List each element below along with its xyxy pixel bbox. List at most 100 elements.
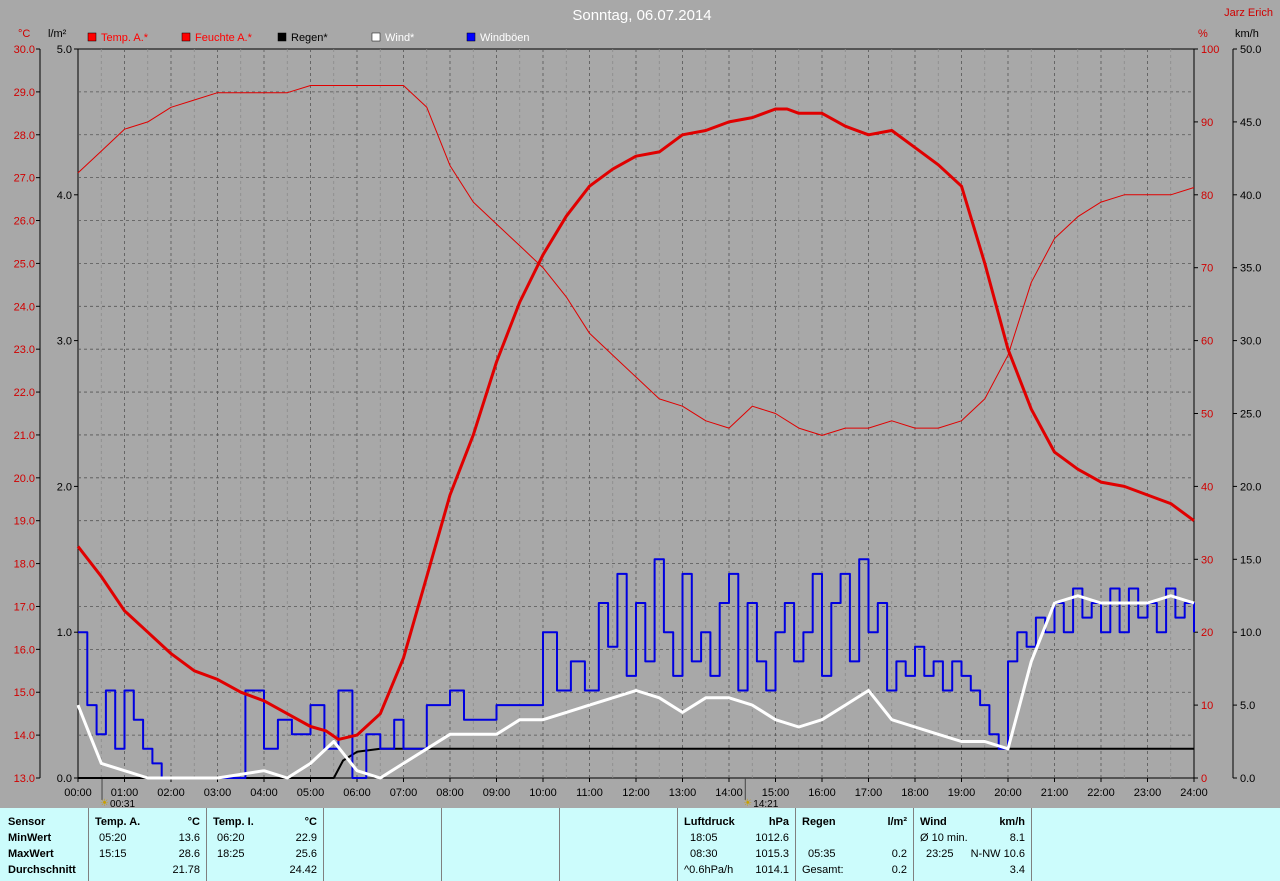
temp-tick-label: 17.0 [14,601,35,613]
legend-swatch-2 [277,32,287,42]
temp-tick-label: 18.0 [14,559,35,571]
wind-avg10-value: 8.1 [1009,832,1025,844]
wind-tick-label: 15.0 [1240,554,1261,566]
sensor-column: Sensor MinWert MaxWert Durchschnitt [0,808,89,881]
temp-unit-label: °C [18,28,30,40]
empty-column-3 [560,808,678,881]
humidity-tick-label: 80 [1201,190,1213,202]
regen-unit: l/m² [887,816,907,828]
legend-swatch-0 [87,32,97,42]
temp-tick-label: 13.0 [14,773,35,785]
wind-tick-label: 45.0 [1240,117,1261,129]
luftdruck-header: Luftdruck [684,816,735,828]
luftdruck-trend: ^0.6hPa/h [684,864,734,876]
temp-a-avg-value: 21.78 [172,864,200,876]
time-tick-label: 03:00 [204,787,232,799]
humidity-tick-label: 100 [1201,44,1219,56]
sunset-label: 14:21 [753,799,778,808]
wind-tick-label: 10.0 [1240,627,1261,639]
wind-tick-label: 35.0 [1240,263,1261,275]
temp-tick-label: 15.0 [14,687,35,699]
chart-series [76,85,1195,780]
time-tick-label: 21:00 [1041,787,1069,799]
temp-tick-label: 22.0 [14,387,35,399]
time-tick-label: 15:00 [762,787,790,799]
regen-header: Regen [802,816,836,828]
humidity-unit-label: % [1198,28,1208,40]
series-line-wind [76,594,1195,780]
humidity-tick-label: 70 [1201,263,1213,275]
temp-tick-label: 23.0 [14,344,35,356]
luftdruck-max-value: 1015.3 [755,848,789,860]
luftdruck-min-value: 1012.6 [755,832,789,844]
summary-table: Sensor MinWert MaxWert Durchschnitt Temp… [0,808,1280,881]
rain-tick-label: 0.0 [57,773,72,785]
temp-a-column: Temp. A. °C 05:20 13.6 15:15 28.6 21.78 [89,808,207,881]
temp-tick-label: 29.0 [14,87,35,99]
sunrise-label: 00:31 [110,799,135,808]
wind-max-value: N-NW 10.6 [970,848,1025,860]
time-tick-label: 01:00 [111,787,139,799]
time-tick-label: 02:00 [157,787,185,799]
wind-avg-value: 3.4 [1009,864,1025,876]
chart-title: Sonntag, 06.07.2014 [572,7,711,24]
wind-tick-label: 20.0 [1240,481,1261,493]
legend-label-2: Regen* [291,32,328,44]
time-tick-label: 19:00 [948,787,976,799]
time-tick-label: 10:00 [529,787,557,799]
empty-column-2 [442,808,560,881]
humidity-tick-label: 40 [1201,481,1213,493]
luftdruck-column: Luftdruck hPa 18:05 1012.6 08:30 1015.3 … [678,808,796,881]
luftdruck-avg-value: 1014.1 [755,864,789,876]
temp-i-max-value: 25.6 [295,848,317,860]
time-tick-label: 07:00 [390,787,418,799]
temp-tick-label: 16.0 [14,644,35,656]
rain-tick-label: 2.0 [57,481,72,493]
time-tick-label: 14:00 [715,787,743,799]
wind-max-time: 23:25 [926,848,954,860]
time-tick-label: 24:00 [1180,787,1208,799]
wind-avg10-label: Ø 10 min. [920,832,968,844]
sunset-icon: ☀ [743,798,752,808]
temp-a-min-value: 13.6 [178,832,200,844]
humidity-tick-label: 10 [1201,700,1213,712]
temp-tick-label: 19.0 [14,516,35,528]
luftdruck-min-time: 18:05 [690,832,718,844]
time-tick-label: 09:00 [483,787,511,799]
humidity-tick-label: 20 [1201,627,1213,639]
temp-tick-label: 24.0 [14,301,35,313]
wind-unit-label: km/h [1235,28,1259,40]
legend-label-4: Windböen [480,32,530,44]
time-tick-label: 11:00 [576,787,603,799]
series-line-regen [78,747,1194,779]
time-tick-label: 22:00 [1087,787,1115,799]
weather-chart: Sonntag, 06.07.2014 Jarz Erich °C l/m² %… [14,7,1273,808]
wind-tick-label: 30.0 [1240,336,1261,348]
time-tick-label: 12:00 [622,787,650,799]
rain-tick-label: 3.0 [57,336,72,348]
time-tick-label: 16:00 [808,787,836,799]
temp-a-unit: °C [187,816,200,828]
temp-i-avg-value: 24.42 [289,864,317,876]
legend-label-3: Wind* [385,32,415,44]
wind-column: Wind km/h Ø 10 min. 8.1 23:25 N-NW 10.6 … [914,808,1032,881]
temp-a-max-value: 28.6 [178,848,200,860]
temp-tick-label: 21.0 [14,430,35,442]
humidity-tick-label: 60 [1201,336,1213,348]
temp-a-header: Temp. A. [95,816,141,828]
regen-max-value: 0.2 [891,848,907,860]
temp-i-min-time: 06:20 [217,832,245,844]
humidity-tick-label: 90 [1201,117,1213,129]
author-label: Jarz Erich [1224,7,1273,19]
wind-tick-label: 25.0 [1240,409,1261,421]
rain-tick-label: 5.0 [57,44,72,56]
regen-total-value: 0.2 [891,864,907,876]
regen-column: Regen l/m² 05:35 0.2 Gesamt: 0.2 [796,808,914,881]
wind-tick-label: 0.0 [1240,773,1255,785]
regen-max-time: 05:35 [808,848,836,860]
temp-i-max-time: 18:25 [217,848,245,860]
temp-tick-label: 30.0 [14,44,35,56]
legend-swatch-3 [371,32,381,42]
regen-total-label: Gesamt: [802,864,844,876]
time-tick-label: 18:00 [901,787,929,799]
